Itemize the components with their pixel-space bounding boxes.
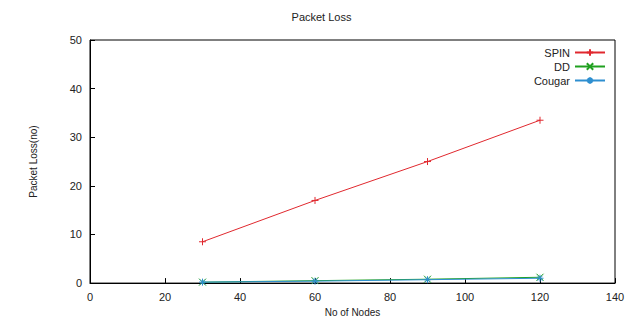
svg-text:SPIN: SPIN bbox=[544, 47, 570, 59]
svg-text:20: 20 bbox=[159, 291, 171, 303]
svg-text:60: 60 bbox=[309, 291, 321, 303]
svg-text:140: 140 bbox=[606, 291, 624, 303]
svg-text:Packet Loss: Packet Loss bbox=[292, 11, 352, 23]
svg-text:120: 120 bbox=[531, 291, 549, 303]
svg-text:0: 0 bbox=[87, 291, 93, 303]
svg-text:Packet Loss(no): Packet Loss(no) bbox=[28, 125, 39, 197]
svg-text:0: 0 bbox=[76, 277, 82, 289]
svg-text:DD: DD bbox=[554, 61, 570, 73]
svg-text:10: 10 bbox=[70, 228, 82, 240]
svg-text:40: 40 bbox=[234, 291, 246, 303]
svg-text:30: 30 bbox=[70, 131, 82, 143]
svg-text:Cougar: Cougar bbox=[534, 75, 570, 87]
svg-text:40: 40 bbox=[70, 83, 82, 95]
svg-text:50: 50 bbox=[70, 34, 82, 46]
svg-text:20: 20 bbox=[70, 180, 82, 192]
svg-text:100: 100 bbox=[456, 291, 474, 303]
svg-text:80: 80 bbox=[384, 291, 396, 303]
svg-text:No of Nodes: No of Nodes bbox=[325, 307, 381, 318]
